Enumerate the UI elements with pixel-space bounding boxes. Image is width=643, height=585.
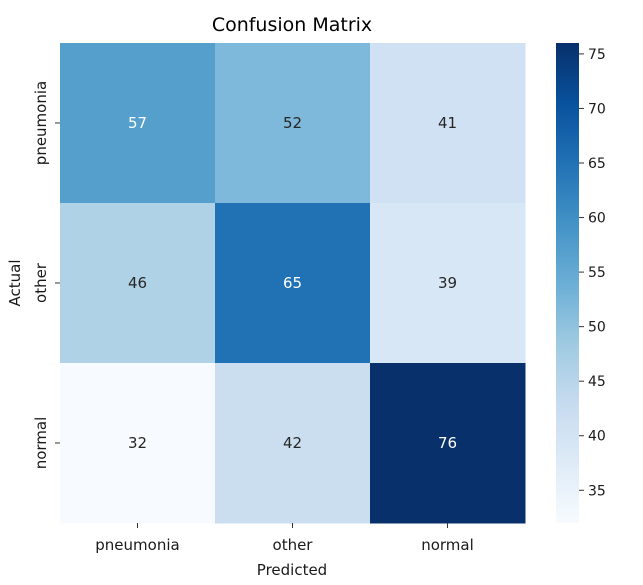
cell-value-label: 39 (438, 274, 457, 292)
y-axis-label: Actual (6, 260, 24, 307)
cell-value-label: 52 (283, 114, 302, 132)
cell-value-label: 32 (128, 434, 147, 452)
heatmap-cell-normal-normal (370, 363, 526, 524)
cell-value-label: 57 (128, 114, 147, 132)
heatmap-cell-other-normal (370, 203, 526, 364)
colorbar-ticks: 35 40 45 50 55 60 65 70 75 (579, 47, 606, 499)
colorbar-tick-label: 45 (588, 374, 606, 390)
colorbar-tick-label: 50 (588, 320, 606, 336)
heatmap-cell-pneumonia-normal (370, 43, 526, 204)
colorbar-tick-label: 55 (588, 265, 606, 281)
cell-value-label: 46 (128, 274, 147, 292)
y-tick-label: other (32, 262, 50, 303)
x-tick-label: normal (421, 536, 474, 554)
x-axis-ticks: pneumonia other normal (95, 523, 474, 554)
heatmap-cell-normal-pneumonia (60, 363, 216, 524)
y-tick-label: pneumonia (32, 81, 50, 165)
heatmap-cell-other-other (215, 203, 371, 364)
heatmap-cell-normal-other (215, 363, 371, 524)
heatmap-cell-pneumonia-other (215, 43, 371, 204)
heatmap-cells: 57 52 41 46 65 39 32 42 76 (60, 43, 526, 524)
colorbar-tick-label: 35 (588, 483, 606, 499)
colorbar-tick-label: 75 (588, 47, 606, 63)
y-axis-ticks: pneumonia other normal (32, 81, 60, 469)
cell-value-label: 41 (438, 114, 457, 132)
x-axis-label: Predicted (257, 561, 327, 579)
colorbar (556, 43, 579, 523)
colorbar-tick-label: 70 (588, 101, 606, 117)
x-tick-label: other (273, 536, 314, 554)
heatmap-cell-other-pneumonia (60, 203, 216, 364)
x-tick-label: pneumonia (95, 536, 179, 554)
cell-value-label: 42 (283, 434, 302, 452)
y-tick-label: normal (32, 417, 50, 470)
cell-value-label: 76 (438, 434, 457, 452)
heatmap-cell-pneumonia-pneumonia (60, 43, 216, 204)
cell-value-label: 65 (283, 274, 302, 292)
colorbar-tick-label: 60 (588, 211, 606, 227)
colorbar-tick-label: 40 (588, 429, 606, 445)
colorbar-tick-label: 65 (588, 156, 606, 172)
chart-title: Confusion Matrix (212, 14, 372, 36)
